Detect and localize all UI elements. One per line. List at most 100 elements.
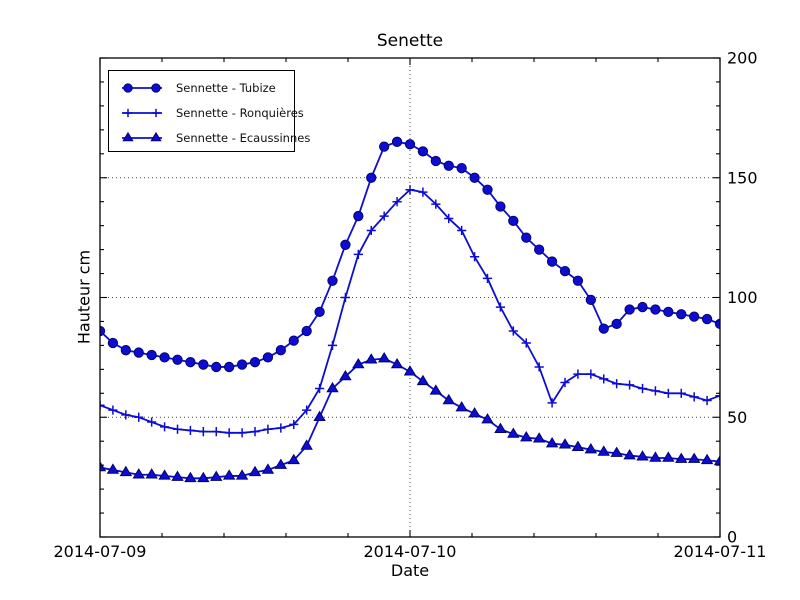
legend-glyph-plus-icon	[122, 108, 162, 118]
marker-triangle	[416, 374, 430, 386]
marker-plus	[172, 424, 183, 434]
marker-circle	[585, 294, 596, 306]
marker-plus	[314, 383, 325, 394]
marker-plus	[211, 427, 221, 437]
marker-triangle	[287, 453, 300, 465]
marker-circle	[676, 309, 687, 320]
marker-triangle	[158, 469, 171, 480]
marker-circle	[391, 136, 403, 147]
marker-circle	[107, 337, 119, 349]
marker-plus	[444, 213, 454, 224]
marker-triangle	[106, 463, 120, 474]
marker-plus	[379, 211, 389, 221]
axis-ticks	[99, 57, 721, 538]
marker-triangle	[494, 422, 507, 433]
marker-circle	[417, 146, 429, 157]
marker-plus	[327, 340, 338, 350]
marker-plus	[134, 412, 144, 422]
marker-plus	[237, 428, 247, 438]
marker-circle	[546, 256, 558, 267]
y-tick-label: 0	[727, 528, 737, 547]
marker-plus	[147, 417, 157, 427]
marker-plus	[224, 428, 234, 438]
marker-circle	[624, 304, 635, 315]
marker-circle	[534, 244, 545, 255]
y-tick-label: 50	[727, 408, 747, 427]
marker-triangle	[687, 452, 701, 463]
marker-triangle	[235, 469, 249, 480]
x-axis-label: Date	[390, 561, 430, 580]
legend-glyph-triangle-icon	[122, 131, 162, 142]
marker-triangle	[122, 131, 134, 142]
marker-plus	[534, 362, 544, 372]
marker-circle	[521, 232, 532, 243]
marker-circle	[495, 201, 506, 212]
marker-circle	[598, 323, 609, 334]
marker-plus	[624, 380, 635, 390]
marker-plus	[185, 425, 196, 436]
legend-label: Sennette - Ronquières	[176, 106, 304, 120]
legend-item: Sennette - Ronquières	[118, 101, 304, 125]
marker-plus	[100, 400, 105, 410]
marker-circle	[559, 266, 571, 277]
marker-triangle	[403, 365, 417, 376]
marker-plus	[405, 185, 415, 195]
marker-triangle	[481, 413, 494, 424]
series-circle	[100, 136, 720, 373]
marker-circle	[379, 141, 390, 152]
marker-circle	[146, 349, 157, 361]
marker-plus	[198, 427, 208, 437]
marker-circle	[611, 318, 622, 329]
gridlines	[100, 58, 720, 537]
marker-triangle	[339, 369, 352, 381]
marker-circle	[650, 304, 661, 315]
marker-plus	[457, 225, 467, 236]
marker-circle	[249, 357, 261, 368]
marker-circle	[469, 172, 480, 183]
marker-triangle	[119, 465, 133, 477]
marker-circle	[443, 160, 454, 171]
marker-triangle	[100, 460, 107, 472]
marker-plus	[302, 405, 312, 415]
marker-triangle	[300, 439, 313, 450]
marker-circle	[151, 83, 161, 93]
marker-plus	[392, 197, 402, 207]
marker-plus	[366, 225, 376, 236]
marker-triangle	[150, 131, 162, 142]
marker-circle	[123, 83, 133, 93]
y-tick-label: 200	[727, 49, 758, 68]
marker-plus	[663, 388, 673, 398]
marker-plus	[573, 369, 583, 379]
marker-triangle	[132, 468, 145, 479]
marker-circle	[572, 275, 584, 286]
x-tick-label: 2014-07-11	[674, 542, 767, 561]
marker-plus	[121, 410, 131, 420]
marker-circle	[327, 275, 338, 286]
marker-triangle	[468, 407, 481, 418]
marker-triangle	[623, 448, 636, 460]
marker-triangle	[610, 446, 623, 457]
marker-plus	[715, 391, 720, 401]
marker-plus	[469, 252, 480, 262]
marker-triangle	[365, 353, 378, 364]
marker-plus	[586, 369, 596, 379]
marker-circle	[172, 354, 183, 365]
marker-triangle	[545, 437, 559, 448]
marker-circle	[301, 325, 312, 337]
marker-triangle	[571, 440, 585, 451]
marker-circle	[689, 311, 700, 322]
marker-triangle	[352, 357, 365, 369]
marker-triangle	[261, 463, 275, 474]
marker-circle	[366, 172, 377, 183]
marker-plus	[612, 379, 622, 389]
marker-plus	[676, 388, 686, 398]
marker-plus	[151, 108, 161, 118]
marker-plus	[276, 423, 286, 433]
marker-plus	[508, 326, 518, 336]
marker-circle	[456, 163, 467, 174]
marker-circle	[314, 306, 325, 318]
marker-circle	[120, 345, 131, 356]
marker-circle	[637, 301, 648, 313]
y-tick-label: 100	[727, 288, 758, 307]
marker-plus	[702, 395, 712, 406]
